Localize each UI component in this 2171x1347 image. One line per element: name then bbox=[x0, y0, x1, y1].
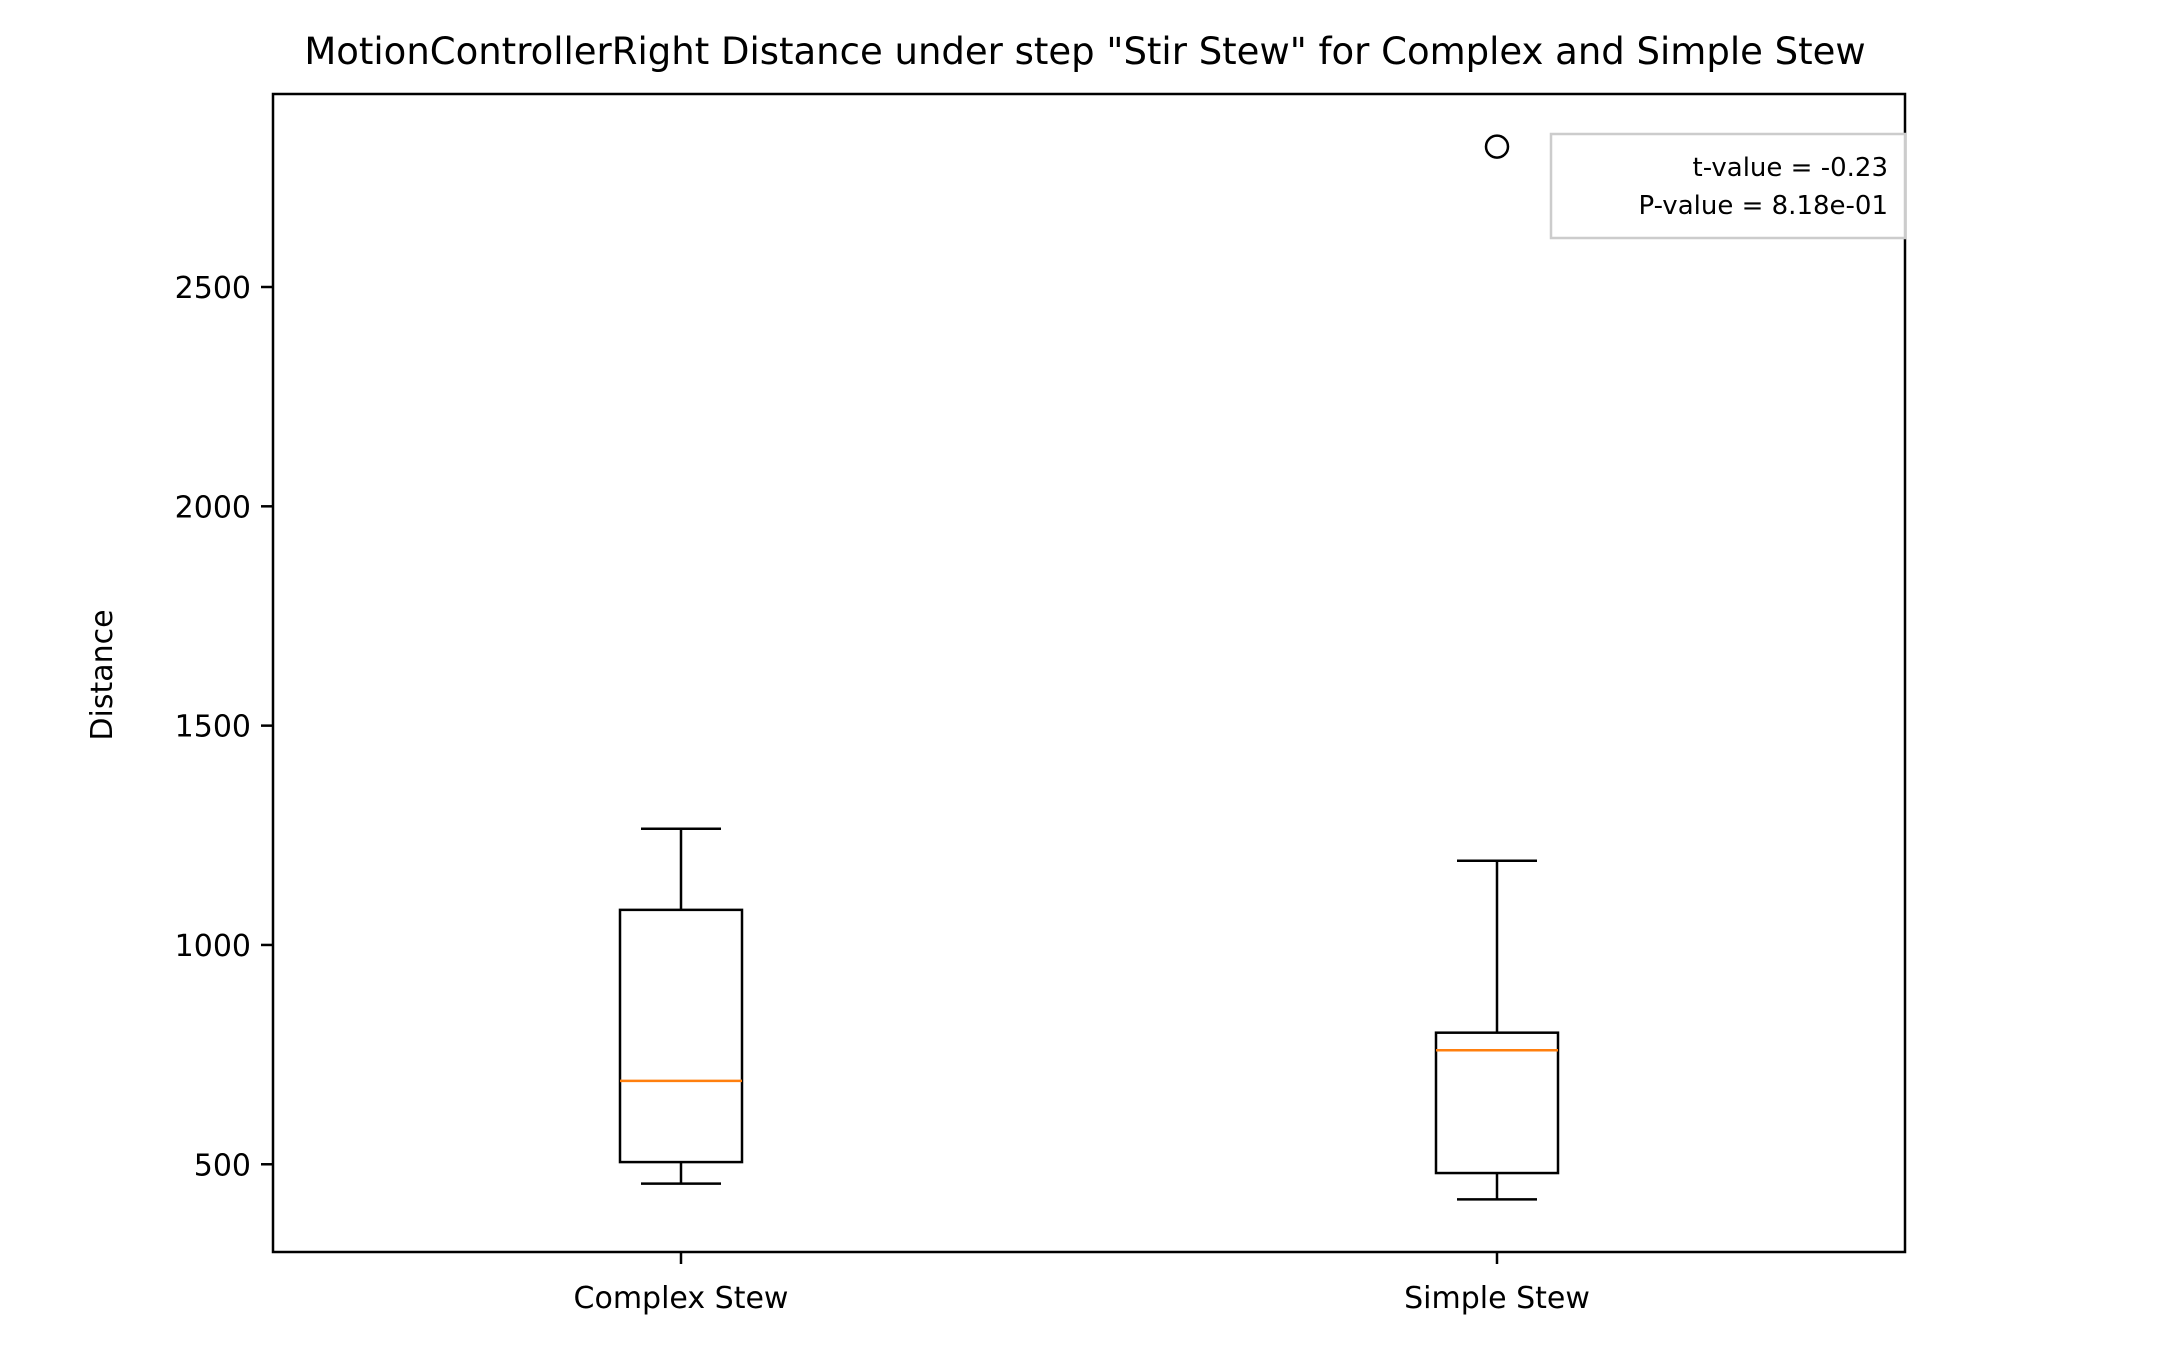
y-tick-label-1000: 1000 bbox=[175, 929, 251, 964]
outlier-1-0 bbox=[1484, 134, 1510, 159]
chart-title: MotionControllerRight Distance under ste… bbox=[304, 30, 1865, 73]
plot-frame bbox=[271, 92, 1907, 1254]
y-tick-label-2000: 2000 bbox=[175, 490, 251, 525]
stats-annotation: t-value = -0.23 P-value = 8.18e-01 bbox=[1549, 132, 1907, 240]
box-group-0 bbox=[618, 827, 744, 1185]
t-value-text: t-value = -0.23 bbox=[1693, 153, 1888, 183]
y-tick-label-500: 500 bbox=[194, 1148, 251, 1183]
box-group-1 bbox=[1434, 134, 1560, 1201]
box-1 bbox=[1434, 1031, 1560, 1175]
x-tick-label-0: Complex Stew bbox=[574, 1281, 789, 1316]
x-tick-label-1: Simple Stew bbox=[1404, 1281, 1590, 1316]
stats-annotation-frame bbox=[1549, 132, 1907, 240]
y-axis-label: Distance bbox=[85, 609, 120, 740]
y-tick-label-2500: 2500 bbox=[175, 271, 251, 306]
box-0 bbox=[618, 908, 744, 1164]
plot-layer bbox=[618, 134, 1560, 1201]
p-value-text: P-value = 8.18e-01 bbox=[1639, 191, 1888, 221]
y-tick-label-1500: 1500 bbox=[175, 710, 251, 745]
